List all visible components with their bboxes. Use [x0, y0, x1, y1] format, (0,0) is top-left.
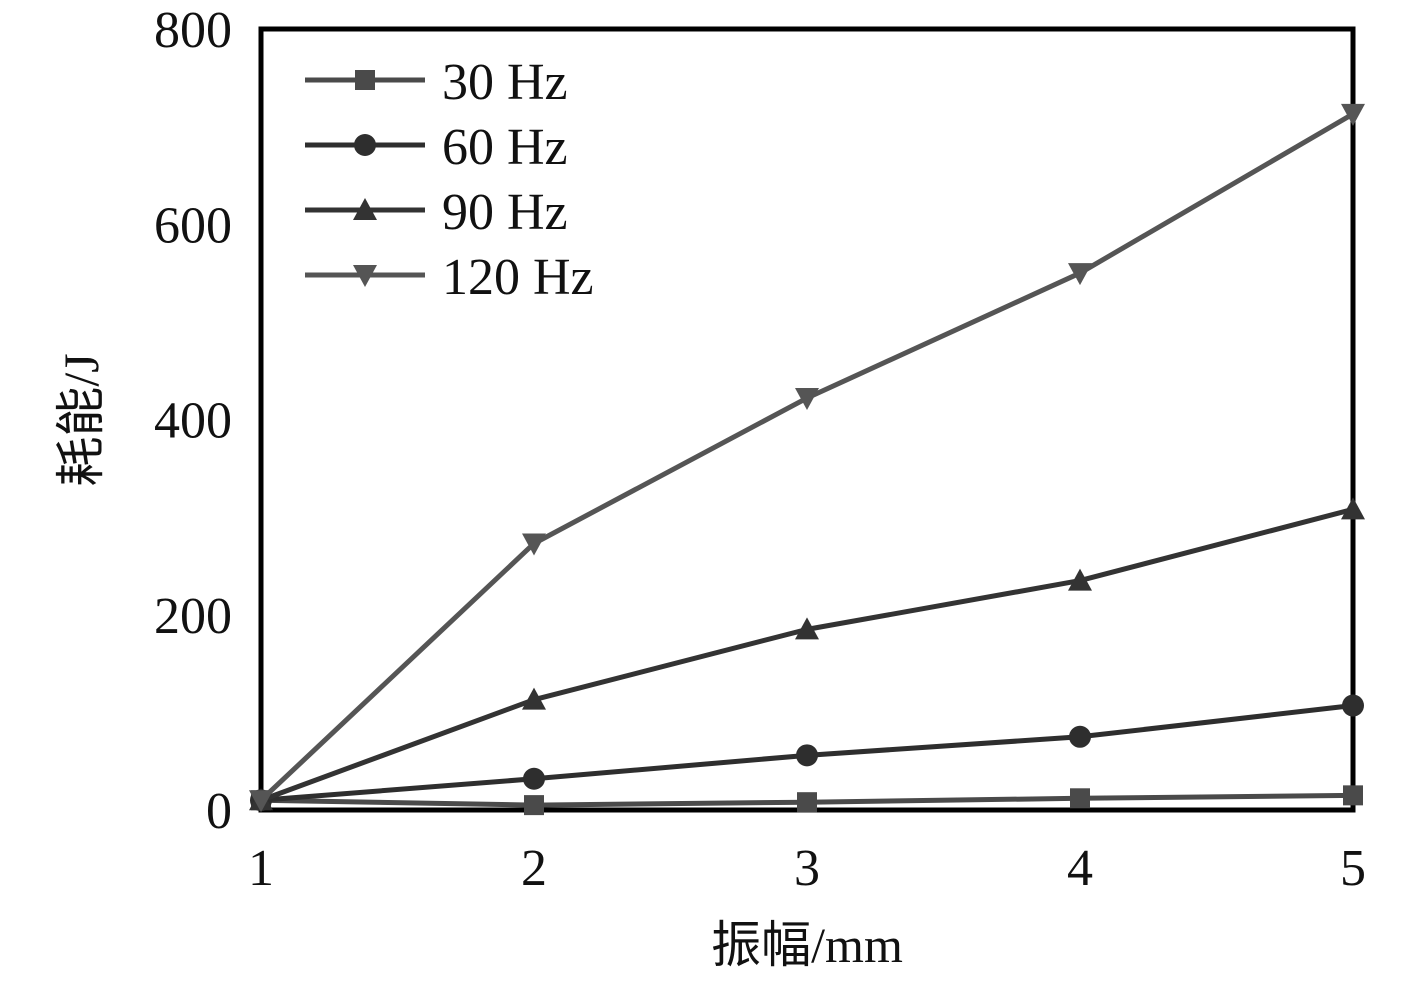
legend: 30 Hz 60 Hz 90 Hz 120 Hz — [305, 54, 594, 306]
x-tick-label: 1 — [248, 840, 274, 897]
series-30hz — [251, 785, 1363, 816]
data-point-30hz — [797, 792, 817, 813]
series-layer — [249, 103, 1365, 816]
legend-item-90hz: 90 Hz — [305, 184, 568, 241]
series-120hz — [249, 103, 1365, 813]
data-point-120hz — [249, 790, 273, 813]
data-point-120hz — [1341, 103, 1365, 126]
legend-item-60hz: 60 Hz — [305, 119, 568, 176]
data-point-30hz — [1070, 788, 1090, 809]
y-tick-label: 200 — [154, 588, 232, 645]
legend-label: 120 Hz — [442, 249, 594, 306]
y-tick-label: 800 — [154, 2, 232, 59]
x-axis-ticks: 1 2 3 4 5 — [248, 840, 1366, 897]
y-tick-label: 0 — [206, 783, 232, 840]
data-point-120hz — [1068, 263, 1092, 286]
x-tick-label: 5 — [1340, 840, 1366, 897]
series-line-120hz — [259, 111, 1355, 803]
data-point-120hz — [522, 533, 546, 556]
legend-label: 30 Hz — [442, 54, 568, 111]
data-point-90hz — [1341, 497, 1365, 520]
data-point-60hz — [523, 767, 545, 790]
y-tick-label: 600 — [154, 197, 232, 254]
data-point-60hz — [1342, 694, 1364, 717]
legend-item-30hz: 30 Hz — [305, 54, 568, 111]
data-point-120hz — [795, 388, 819, 411]
y-tick-label: 400 — [154, 393, 232, 450]
legend-label: 60 Hz — [442, 119, 568, 176]
data-point-30hz — [524, 795, 544, 816]
data-point-90hz — [522, 687, 546, 710]
legend-item-120hz: 120 Hz — [305, 249, 594, 306]
legend-marker — [354, 134, 376, 156]
legend-label: 90 Hz — [442, 184, 568, 241]
legend-marker — [353, 198, 377, 220]
y-axis-ticks: 0 200 400 600 800 — [154, 2, 232, 840]
data-point-60hz — [1069, 725, 1091, 748]
data-point-30hz — [1343, 785, 1363, 806]
x-tick-label: 3 — [794, 840, 820, 897]
legend-marker — [355, 70, 375, 90]
x-axis-title: 振幅/mm — [711, 917, 903, 973]
data-point-90hz — [1068, 568, 1092, 591]
x-tick-label: 2 — [521, 840, 547, 897]
data-point-60hz — [796, 744, 818, 767]
legend-marker — [353, 265, 377, 287]
series-90hz — [249, 497, 1365, 811]
x-tick-label: 4 — [1067, 840, 1093, 897]
y-axis-title: 耗能/J — [53, 353, 109, 486]
data-point-90hz — [795, 617, 819, 640]
